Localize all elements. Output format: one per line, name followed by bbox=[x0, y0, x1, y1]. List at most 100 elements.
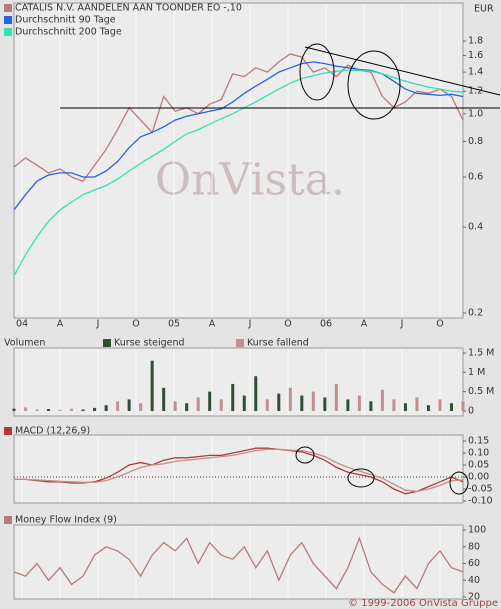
volume-bar bbox=[277, 393, 281, 411]
y-tick-label: 20 bbox=[468, 592, 480, 603]
y-tick-label: 80 bbox=[468, 541, 480, 552]
legend-label: Durchschnitt 90 Tage bbox=[15, 15, 116, 26]
volume-bar bbox=[300, 395, 304, 411]
y-tick-label: 1.6 bbox=[468, 50, 483, 61]
marks: 04 A J O 05 A J O 06 A J O 0.2 0.4 0.6 0.8 1.0 1.2 1.4 1.6 1… bbox=[4, 3, 494, 603]
x-tick-label: A bbox=[361, 319, 368, 330]
legend-swatch bbox=[4, 16, 12, 24]
volume-bar bbox=[81, 409, 85, 411]
panel-title: Volumen bbox=[4, 338, 45, 349]
x-tick-label: A bbox=[57, 319, 64, 330]
volume-bar bbox=[449, 403, 453, 411]
volume-bar bbox=[380, 389, 384, 411]
y-tick-label: 0.2 bbox=[468, 308, 483, 319]
volume-bar bbox=[93, 407, 97, 411]
x-tick-label: J bbox=[400, 319, 404, 330]
legend-swatch bbox=[4, 28, 12, 36]
series-line bbox=[13, 53, 464, 182]
y-tick-label: 0 bbox=[468, 406, 474, 417]
x-tick-label: J bbox=[96, 319, 100, 330]
y-tick-label: 0.5 M bbox=[468, 386, 494, 397]
y-tick-label: 0.6 bbox=[468, 172, 483, 183]
x-tick-label: O bbox=[436, 319, 443, 330]
volume-bar bbox=[461, 401, 465, 411]
volume-frame bbox=[13, 347, 464, 417]
y-tick-label: 0.00 bbox=[468, 472, 489, 483]
panel-title: Money Flow Index (9) bbox=[15, 515, 117, 526]
y-tick-label: 60 bbox=[468, 558, 480, 569]
x-tick-label: A bbox=[209, 319, 216, 330]
legend-swatch bbox=[236, 339, 244, 347]
title-swatch bbox=[4, 516, 12, 524]
volume-bar bbox=[403, 403, 407, 411]
y-tick-label: -0.05 bbox=[468, 484, 493, 495]
volume-bar bbox=[334, 383, 338, 411]
volume-bar bbox=[139, 403, 143, 411]
y-tick-label: 0.8 bbox=[468, 136, 483, 147]
legend-label: Durchschnitt 200 Tage bbox=[15, 27, 122, 38]
series-line bbox=[13, 61, 464, 211]
unit-label: EUR bbox=[474, 4, 494, 15]
y-tick-label: 0.05 bbox=[468, 460, 489, 471]
x-tick-label: 05 bbox=[168, 319, 180, 330]
title-swatch bbox=[4, 427, 12, 435]
volume-bar bbox=[265, 399, 269, 411]
volume-bar bbox=[254, 376, 258, 411]
volume-bar bbox=[208, 391, 212, 411]
volume-bar bbox=[173, 401, 177, 411]
volume-bar bbox=[323, 397, 327, 411]
volume-bar bbox=[288, 387, 292, 411]
volume-bar bbox=[438, 399, 442, 411]
y-tick-label: 1.2 bbox=[468, 86, 483, 97]
series-line bbox=[13, 536, 464, 594]
legend-label: Kurse steigend bbox=[114, 338, 185, 349]
volume-bar bbox=[415, 397, 419, 411]
annotations bbox=[60, 43, 501, 495]
volume-bar bbox=[12, 408, 16, 411]
volume-bar bbox=[162, 387, 166, 411]
volume-bar bbox=[346, 399, 350, 411]
volume-bar bbox=[150, 360, 154, 411]
highlight-ellipse bbox=[347, 468, 375, 488]
legend-swatch bbox=[4, 4, 12, 12]
y-tick-label: 1.8 bbox=[468, 36, 483, 47]
highlight-ellipse bbox=[295, 446, 315, 464]
volume-bar bbox=[127, 399, 131, 411]
y-tick-label: 0.15 bbox=[468, 436, 489, 447]
x-tick-label: 06 bbox=[320, 319, 332, 330]
legend-swatch bbox=[103, 339, 111, 347]
footer: © 1999-2006 OnVista Gruppe bbox=[348, 598, 498, 609]
highlight-ellipse bbox=[299, 43, 335, 101]
highlight-ellipse bbox=[449, 471, 469, 495]
volume-bar bbox=[24, 407, 28, 411]
x-tick-label: J bbox=[248, 319, 252, 330]
series-line bbox=[13, 69, 464, 277]
legend-label: Kurse fallend bbox=[247, 338, 309, 349]
volume-bar bbox=[185, 403, 189, 411]
volume-bar bbox=[357, 395, 361, 411]
y-tick-label: 100 bbox=[468, 525, 486, 536]
volume-bar bbox=[231, 383, 235, 411]
highlight-ellipse bbox=[347, 50, 401, 120]
volume-bar bbox=[219, 399, 223, 411]
volume-bar bbox=[311, 391, 315, 411]
volume-bar bbox=[242, 395, 246, 411]
x-tick-label: 04 bbox=[16, 319, 28, 330]
volume-bar bbox=[426, 405, 430, 411]
y-tick-label: 40 bbox=[468, 575, 480, 586]
legend-label: CATALIS N.V. AANDELEN AAN TOONDER EO -,1… bbox=[15, 3, 242, 14]
trend-line bbox=[304, 46, 501, 96]
y-tick-label: 0.10 bbox=[468, 448, 489, 459]
x-tick-label: O bbox=[132, 319, 139, 330]
y-tick-label: 1.4 bbox=[468, 67, 483, 78]
panel-title: MACD (12,26,9) bbox=[15, 426, 90, 437]
y-tick-label: 0.4 bbox=[468, 222, 483, 233]
macd-frame bbox=[13, 434, 464, 504]
series-line bbox=[14, 448, 464, 493]
volume-bar bbox=[116, 401, 120, 411]
y-tick-label: 1.0 bbox=[468, 108, 483, 119]
volume-bar bbox=[35, 409, 39, 411]
y-tick-label: 1.5 M bbox=[468, 348, 494, 359]
